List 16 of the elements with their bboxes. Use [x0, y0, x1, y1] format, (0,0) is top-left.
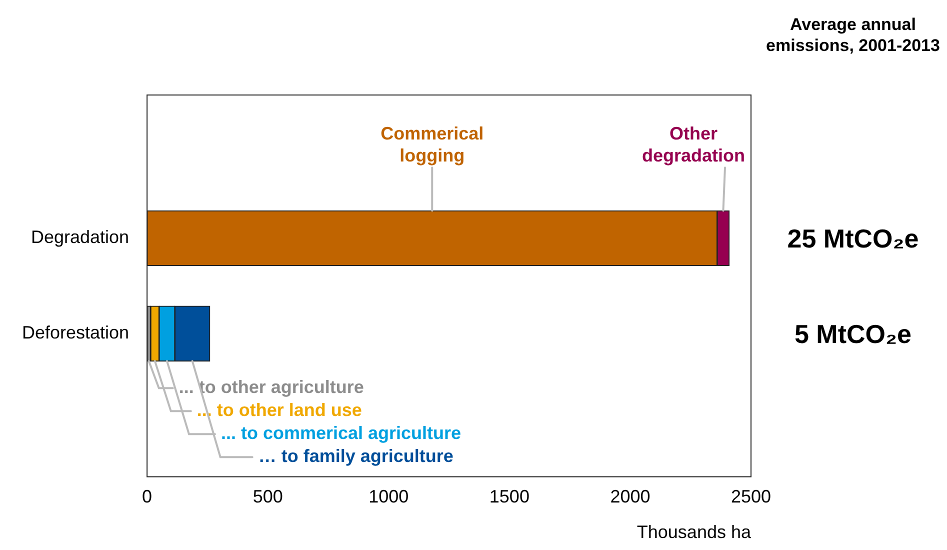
text: Other degradation [642, 124, 746, 166]
text: … to family agriculture [258, 446, 454, 466]
x-tick-label: 0 [142, 486, 152, 507]
x-tick-label: 500 [252, 486, 283, 507]
text: 25 MtCO₂e [787, 223, 919, 254]
x-tick-label: 2000 [610, 486, 650, 507]
x-tick-label: 1500 [489, 486, 530, 507]
y-tick-label: Deforestation [22, 322, 130, 343]
x-axis-title: Thousands ha [636, 522, 752, 542]
text: Commerical logging [380, 124, 484, 166]
x-tick-label: 2500 [730, 486, 772, 507]
text: ... to commerical agriculture [220, 423, 462, 444]
y-tick-label: Degradation [30, 227, 130, 248]
text: 5 MtCO₂e [794, 318, 912, 349]
x-tick-label: 1000 [368, 486, 409, 507]
text: Average annual emissions, 2001-2013 [765, 14, 941, 56]
